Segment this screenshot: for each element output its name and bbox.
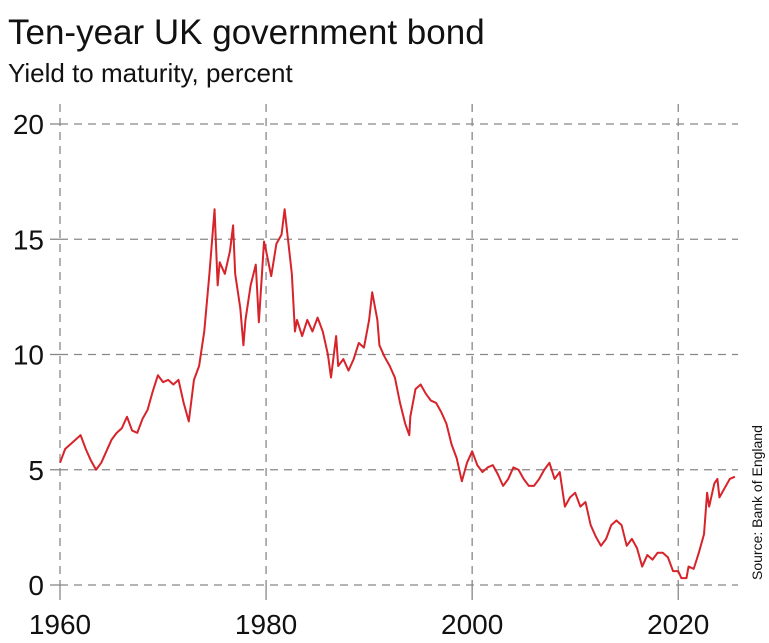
y-tick-label: 5 (28, 455, 44, 486)
source-note: Source: Bank of England (749, 425, 765, 580)
chart-subtitle: Yield to maturity, percent (8, 58, 293, 88)
y-tick-label: 0 (28, 570, 44, 601)
data-line (59, 208, 736, 580)
x-tick-label: 2000 (441, 609, 503, 640)
x-tick-label: 2020 (647, 609, 709, 640)
chart-title: Ten-year UK government bond (8, 13, 485, 52)
y-tick-label: 10 (13, 340, 44, 371)
y-tick-label: 15 (13, 224, 44, 255)
x-tick-label: 1980 (235, 609, 297, 640)
y-tick-label: 20 (13, 109, 44, 140)
x-tick-label: 1960 (29, 609, 91, 640)
